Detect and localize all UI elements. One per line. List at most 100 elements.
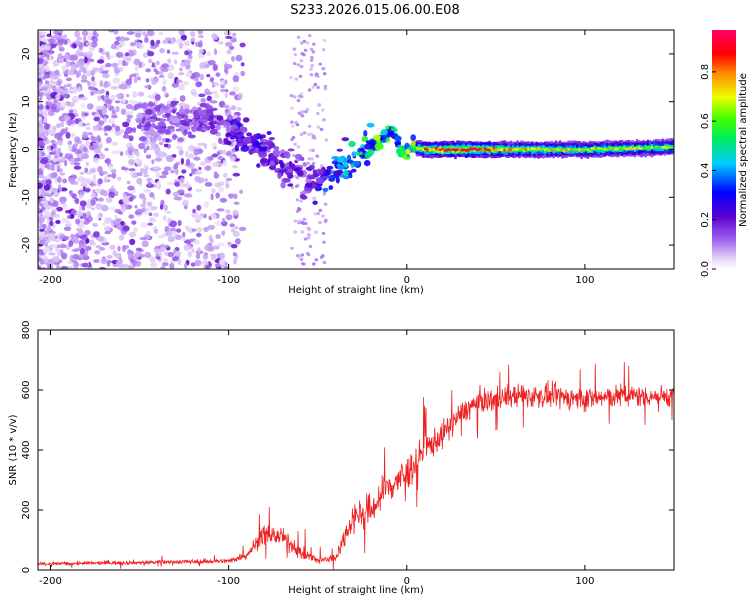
noise-blob [97,166,103,173]
noise-blob [39,198,43,202]
noise-blob [97,178,103,185]
noise-blob [97,214,101,219]
noise-blob [314,258,319,262]
band-cell [591,147,594,150]
noise-blob [239,189,244,194]
band-cell [479,147,483,151]
noise-blob [192,208,197,214]
noise-blob [104,132,108,136]
noise-blob [321,214,325,218]
noise-blob [117,59,122,66]
noise-blob [145,78,150,83]
noise-blob [154,157,163,162]
noise-blob [59,243,67,249]
noise-blob [91,76,95,82]
noise-blob [74,136,81,144]
noise-blob [165,210,172,214]
noise-blob [73,237,80,244]
noise-blob [150,262,158,268]
noise-blob [59,101,67,108]
noise-blob [158,141,164,146]
noise-blob [42,118,47,124]
noise-blob [97,235,105,243]
colorbar-tick-label: 0.4 [700,162,711,178]
band-cell [441,147,444,150]
noise-blob [143,212,149,216]
noise-blob [39,261,45,265]
noise-blob [196,101,201,106]
noise-blob [65,60,70,68]
y-tick-label: 400 [21,440,32,459]
noise-blob [181,169,187,174]
noise-blob [163,143,169,148]
noise-blob [153,228,159,234]
ridge-blob [223,121,231,128]
noise-blob [105,95,109,99]
noise-blob [312,42,316,46]
y-tick-label: 800 [21,320,32,339]
ridge-blob [237,116,241,122]
noise-blob [154,94,161,101]
band-cell [434,147,438,153]
ridge-blob [191,125,198,133]
ridge-blob [279,160,284,165]
noise-blob [309,73,314,77]
noise-blob [229,91,236,96]
ridge-blob [142,102,148,110]
band-cell [482,148,485,152]
ridge-blob [210,100,218,104]
band-cell [460,148,464,152]
noise-blob [226,49,232,55]
band-cell [633,146,637,150]
noise-blob [322,118,326,122]
noise-blob [92,30,97,37]
ridge-blob [308,175,317,180]
noise-blob [290,120,294,124]
noise-blob [301,262,305,266]
band-cell [638,146,641,150]
noise-blob [56,264,61,269]
colorbar-tick-label: 0.2 [700,212,711,228]
noise-blob [51,143,57,148]
noise-blob [167,72,175,80]
band-cell [439,148,442,152]
noise-blob [90,91,94,96]
noise-blob [74,181,79,185]
noise-blob [98,141,103,149]
noise-blob [312,136,317,140]
noise-blob [149,192,155,198]
noise-blob [311,161,316,166]
ridge-blob [287,168,293,173]
noise-blob [117,245,121,252]
noise-blob [85,238,90,244]
noise-blob [67,265,72,269]
noise-blob [297,94,302,98]
noise-blob [307,157,312,161]
ridge-blob [374,143,383,150]
noise-blob [306,252,311,257]
band-cell [635,146,639,149]
noise-blob [215,220,221,227]
ridge-blob [294,154,303,159]
noise-blob [73,165,82,170]
ridge-blob [184,114,189,120]
noise-blob [299,92,304,96]
noise-blob [322,240,326,244]
noise-blob [108,165,114,171]
noise-blob [213,172,220,179]
noise-blob [140,168,145,173]
noise-blob [215,123,221,131]
noise-blob [128,159,135,166]
noise-blob [86,203,93,209]
noise-blob [166,181,175,185]
noise-blob [184,40,190,47]
noise-blob [308,148,313,152]
noise-blob [107,55,111,60]
noise-blob [96,124,103,128]
noise-blob [213,63,218,71]
noise-blob [158,251,163,257]
noise-blob [64,54,71,61]
noise-blob [152,166,160,171]
noise-blob [167,58,172,64]
noise-blob [78,194,84,199]
